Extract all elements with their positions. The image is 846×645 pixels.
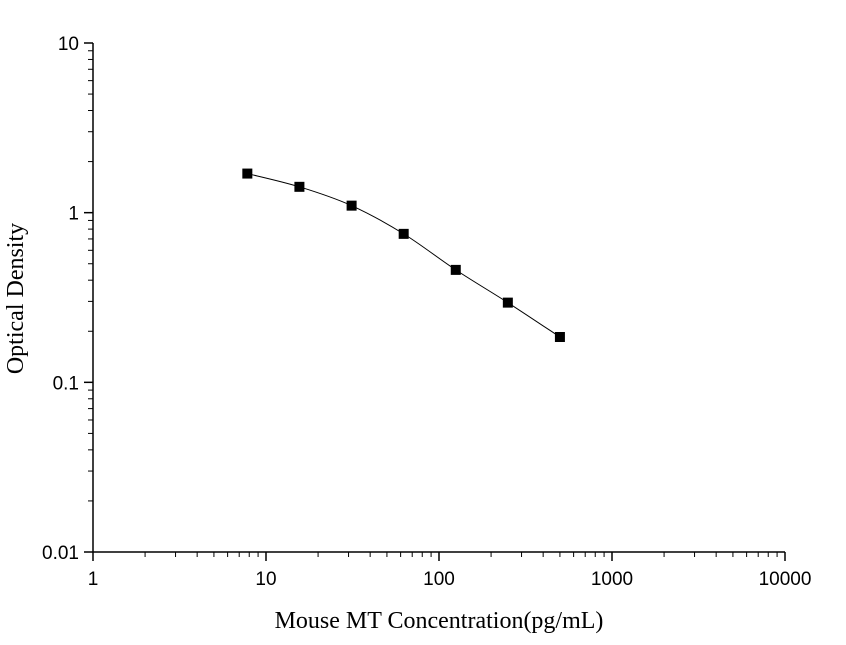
data-point <box>294 181 305 192</box>
data-point <box>398 228 409 239</box>
data-point <box>346 200 357 211</box>
x-tick-label: 100 <box>423 569 455 590</box>
data-point <box>554 332 565 343</box>
y-tick-label: 1 <box>68 204 79 225</box>
data-point <box>242 168 253 179</box>
x-tick-label: 10 <box>255 569 276 590</box>
y-tick-label: 0.1 <box>53 373 79 394</box>
data-points <box>242 168 565 343</box>
x-tick-label: 10000 <box>759 569 812 590</box>
x-ticks <box>92 552 786 561</box>
y-tick-label: 10 <box>58 34 79 55</box>
data-point <box>502 297 513 308</box>
x-tick-labels: 1 10 100 1000 10000 <box>88 569 812 590</box>
x-tick-label: 1000 <box>591 569 633 590</box>
y-ticks <box>84 42 93 553</box>
y-tick-labels: 0.01 0.1 1 10 <box>42 34 79 564</box>
data-point <box>450 264 461 275</box>
x-tick-label: 1 <box>88 569 99 590</box>
axes <box>92 43 785 553</box>
x-axis-title: Mouse MT Concentration(pg/mL) <box>275 608 604 634</box>
y-axis-title: Optical Density <box>3 223 29 374</box>
fit-curve <box>247 173 561 338</box>
y-tick-label: 0.01 <box>42 543 79 564</box>
